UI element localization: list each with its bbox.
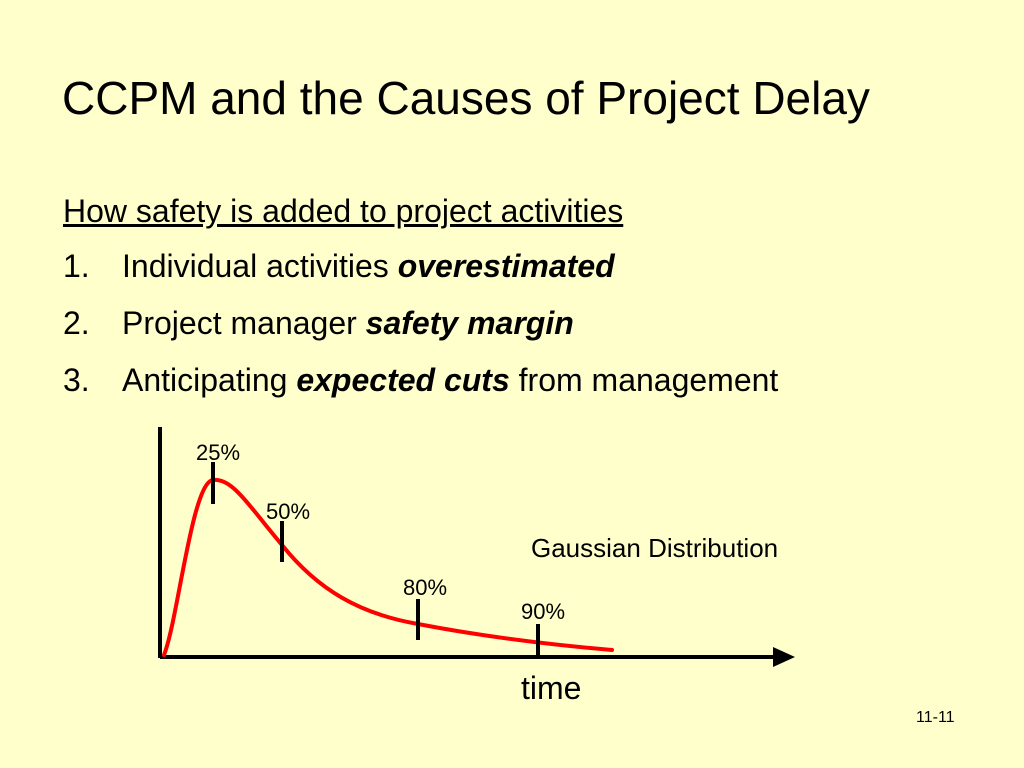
marker-label-25: 25% [196,440,240,465]
list-number: 1. [63,248,90,284]
list-text-emphasis: overestimated [397,248,615,284]
x-axis-arrowhead [773,647,795,667]
distribution-curve [162,477,614,657]
curve-label: Gaussian Distribution [531,533,778,563]
slide-title: CCPM and the Causes of Project Delay [62,72,870,124]
list-text-suffix: from management [509,362,779,398]
list-text-emphasis: safety margin [365,305,574,341]
list-text-plain: Individual activities [122,248,398,284]
list-text: Project manager safety margin [122,303,574,343]
list-number: 3. [63,362,90,398]
x-axis-label: time [521,670,581,706]
marker-label-90: 90% [521,599,565,624]
list-text: Anticipating expected cuts from manageme… [122,360,778,400]
list-text-emphasis: expected cuts [296,362,510,398]
list-text: Individual activities overestimated [122,246,615,286]
marker-label-80: 80% [403,575,447,600]
slide-subheading: How safety is added to project activitie… [63,193,624,229]
list-number: 2. [63,305,90,341]
marker-label-50: 50% [266,499,310,524]
list-text-plain: Project manager [122,305,366,341]
list-text-plain: Anticipating [122,362,297,398]
page-number: 11-11 [916,709,955,726]
